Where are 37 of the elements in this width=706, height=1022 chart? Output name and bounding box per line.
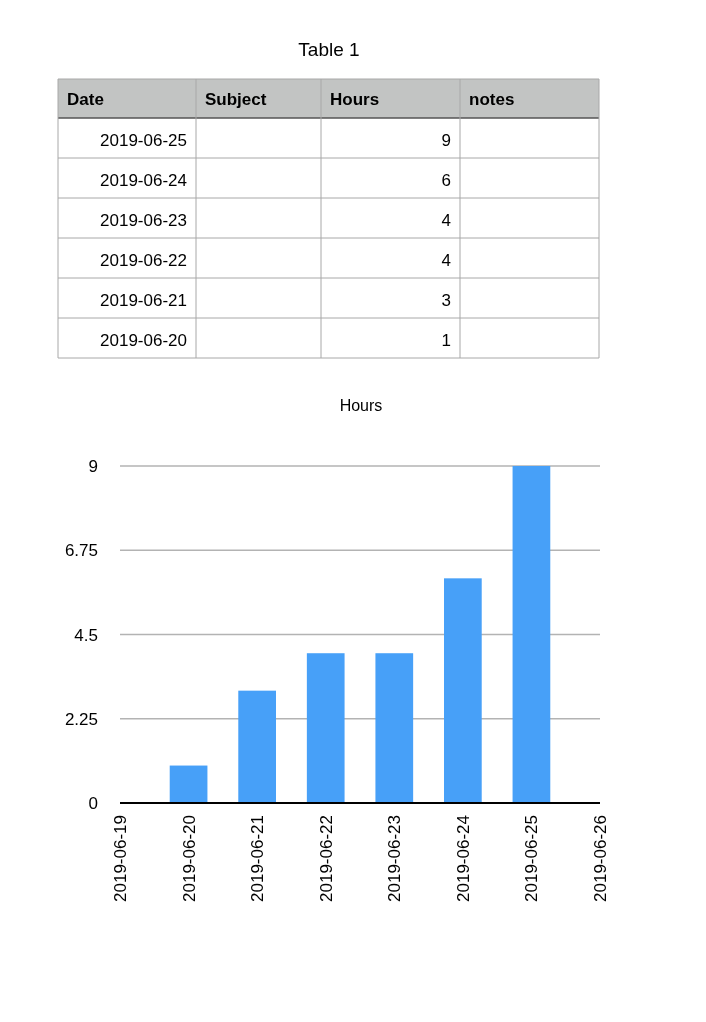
text: Hours — [330, 90, 380, 109]
text: Table 1 — [298, 39, 360, 60]
y-tick-label: 0 — [88, 794, 98, 813]
text: Subject — [205, 90, 267, 109]
bar — [512, 466, 551, 803]
x-tick-label: 2019-06-25 — [522, 815, 542, 902]
x-tick-label: 2019-06-26 — [591, 815, 610, 902]
y-tick-label: 9 — [88, 457, 98, 476]
x-tick-label: 2019-06-19 — [111, 815, 130, 902]
chart-title: Hours — [339, 397, 383, 414]
category-label: 2019-06-24 — [100, 171, 187, 190]
category-label: 2019-06-20 — [100, 331, 187, 350]
data-label: 6 — [441, 171, 451, 190]
text: notes — [469, 90, 515, 109]
x-tick-label: 2019-06-23 — [385, 815, 405, 902]
bar — [238, 690, 276, 803]
bar — [169, 765, 208, 803]
category-label: 2019-06-22 — [100, 251, 187, 270]
category-label: 2019-06-21 — [100, 291, 187, 310]
y-tick-label: 6.75 — [64, 541, 98, 561]
x-tick-label: 2019-06-24 — [453, 815, 473, 902]
data-label: 1 — [441, 331, 451, 350]
data-label: 9 — [441, 131, 451, 150]
data-label: 3 — [441, 291, 451, 310]
y-tick-label: 4.5 — [74, 625, 98, 645]
category-label: 2019-06-25 — [100, 131, 187, 150]
data-label: 4 — [441, 251, 451, 270]
x-tick-label: 2019-06-22 — [316, 815, 336, 902]
text: Date — [67, 90, 104, 109]
y-tick-label: 2.25 — [64, 709, 98, 729]
bar — [444, 578, 482, 803]
x-tick-label: 2019-06-21 — [248, 815, 268, 902]
data-label: 4 — [441, 211, 451, 230]
x-tick-label: 2019-06-20 — [179, 815, 199, 902]
bar — [375, 653, 414, 803]
category-label: 2019-06-23 — [100, 211, 187, 230]
bar — [306, 653, 345, 803]
